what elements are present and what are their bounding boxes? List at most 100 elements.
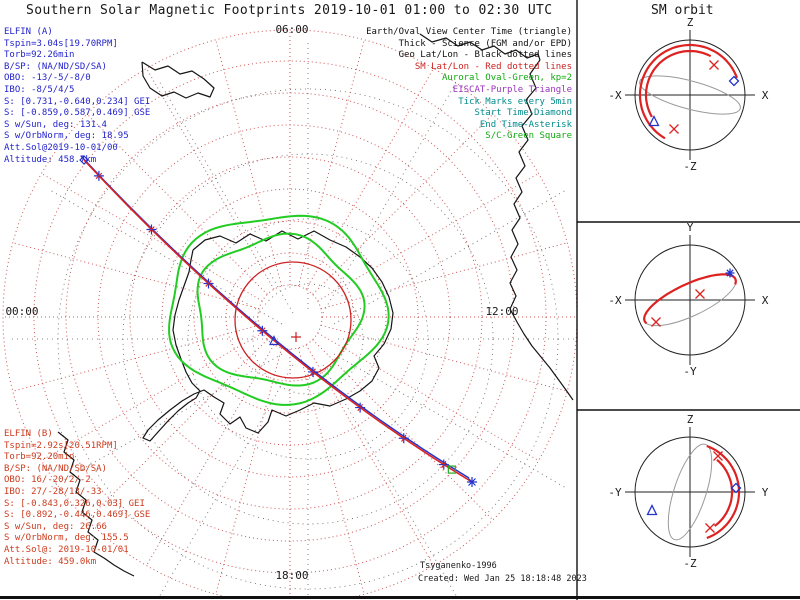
- axis-label-right: Y: [762, 486, 769, 499]
- elfin-b-line: S: [-0.843,0.326,0.03] GEI: [4, 498, 145, 509]
- triangle-marker: [646, 504, 658, 516]
- elfin-b-line: S w/Sun, deg: 26.66: [4, 521, 107, 532]
- five-min-tick: [441, 460, 447, 469]
- five-min-tick: [148, 226, 155, 233]
- sm-orbit-panel-1: Z -Z -X X: [608, 16, 768, 173]
- earth-disk: [634, 436, 746, 548]
- orbit-arc: [638, 43, 739, 140]
- field-model-label: Tsyganenko-1996: [420, 561, 497, 571]
- legend-line: End Time-Asterisk: [479, 119, 572, 130]
- five-min-tick: [357, 403, 363, 412]
- mlt-label: 06:00: [275, 23, 308, 36]
- elfin-b-line: Att.Sol@: 2019-10-01/01: [4, 544, 129, 555]
- legend-line: EISCAT-Purple Triangle: [452, 84, 572, 95]
- sm-orbit-panel-3: Z -Z -Y Y: [608, 413, 768, 570]
- mlt-label: 12:00: [485, 305, 518, 318]
- legend-line: Start Time-Diamond: [474, 108, 572, 119]
- axis-label-top: Y: [687, 221, 694, 234]
- elfin-b-line: Torb=92.20min: [4, 452, 75, 463]
- elfin-a-line: Altitude: 458.7km: [4, 154, 97, 165]
- sm-grid: [2, 29, 577, 598]
- legend-line: Auroral Oval-Green, kp=2: [441, 73, 572, 84]
- diamond-marker: [728, 75, 740, 87]
- page-title: Southern Solar Magnetic Footprints 2019-…: [26, 3, 553, 18]
- legend-line: Geo Lat/Lon - Black dotted lines: [398, 50, 572, 61]
- elfin-b-info-block: ELFIN (B) Tspin=2.92s[20.51RPM] Torb=92.20…: [4, 429, 150, 568]
- earth-disk: [634, 39, 746, 151]
- elfin-a-line: OBO: -13/-5/-8/0: [4, 73, 91, 84]
- x-marker: [695, 289, 705, 299]
- elfin-a-line: B/SP: (NA/ND/SD/SA): [4, 61, 107, 72]
- axis-label-left: -X: [608, 294, 622, 307]
- legend-line: SM Lat/Lon - Red dotted lines: [414, 61, 572, 72]
- triangle-marker: [648, 115, 660, 127]
- orbit-arc: [706, 444, 741, 540]
- x-marker: [705, 523, 715, 533]
- five-min-tick: [95, 172, 103, 180]
- elfin-b-footprint-track: [83, 159, 473, 483]
- coastlines: [57, 33, 574, 577]
- diamond-marker: [79, 155, 89, 165]
- elfin-a-name: ELFIN (A): [4, 27, 53, 37]
- axis-label-right: X: [762, 294, 769, 307]
- square-marker: [447, 465, 456, 474]
- legend-line: Tick Marks every 5min: [458, 96, 572, 107]
- legend: Earth/Oval View Center Time (triangle) Th…: [366, 27, 572, 143]
- elfin-b-name: ELFIN (B): [4, 429, 53, 439]
- axis-label-right: X: [762, 89, 769, 102]
- sm-orbit-title: SM orbit: [651, 3, 714, 18]
- plus-marker: [291, 332, 301, 342]
- axis-label-bottom: -Z: [683, 160, 697, 173]
- elfin-a-line: S w/OrbNorm, deg: 18.95: [4, 131, 129, 142]
- axis-label-bottom: -Z: [683, 557, 697, 570]
- legend-line: S/C-Green Square: [485, 131, 572, 142]
- elfin-b-line: S: [0.892,-0.446,0.469] GSE: [4, 510, 151, 521]
- mlt-label: 00:00: [5, 305, 38, 318]
- elfin-a-line: Att.Sol@2019-10-01/00: [4, 142, 118, 153]
- elfin-a-line: S: [-0.859,0.587,0.469] GSE: [4, 108, 151, 119]
- sm-inner-circle: [234, 261, 352, 379]
- orbit-arc: [643, 273, 737, 325]
- elfin-a-line: Torb=92.26min: [4, 50, 75, 61]
- axis-label-left: -Y: [608, 486, 622, 499]
- elfin-b-line: IBO: 27/-28/13/-33: [4, 486, 102, 497]
- x-marker: [651, 317, 661, 327]
- five-min-tick: [259, 327, 266, 335]
- elfin-a-line: S: [0.731,-0.640,0.234] GEI: [4, 96, 151, 107]
- bottom-border: [0, 596, 800, 599]
- x-marker: [713, 451, 723, 461]
- elfin-b-line: S w/OrbNorm, deg: 155.5: [4, 533, 129, 544]
- elfin-a-info-block: ELFIN (A) Tspin=3.04s[19.70RPM] Torb=92.26…: [4, 27, 150, 166]
- five-min-tick: [310, 368, 316, 376]
- orbit-ellipse: [639, 75, 741, 115]
- elfin-a-line: Tspin=3.04s[19.70RPM]: [4, 38, 118, 49]
- sm-orbit-panel-2: Y -Y -X X: [608, 221, 768, 378]
- x-marker: [709, 60, 719, 70]
- legend-line: Earth/Oval View Center Time (triangle): [366, 27, 572, 37]
- axis-label-bottom: -Y: [683, 365, 697, 378]
- asterisk-marker: [725, 268, 735, 278]
- asterisk-marker: [467, 477, 477, 487]
- elfin-b-line: Tspin=2.92s[20.51RPM]: [4, 440, 118, 451]
- mlt-label: 18:00: [275, 569, 308, 582]
- orbit-arc: [714, 458, 734, 527]
- main-polar-plot: [2, 29, 577, 598]
- orbit-arc: [644, 49, 712, 118]
- elfin-b-line: Altitude: 459.0km: [4, 556, 97, 567]
- elfin-a-line: IBO: -8/5/4/5: [4, 84, 75, 95]
- axis-label-left: -X: [608, 89, 622, 102]
- five-min-tick: [205, 280, 212, 287]
- elfin-b-line: B/SP: (NA/ND/SD/SA): [4, 463, 107, 474]
- triangle-marker: [269, 335, 279, 346]
- elfin-a-line: S w/Sun, deg: 131.4: [4, 119, 107, 130]
- earth-disk: [634, 244, 746, 356]
- legend-line: Thick - Science (FGM and/or EPD): [398, 38, 572, 49]
- created-timestamp: Created: Wed Jan 25 18:18:48 2023: [418, 574, 587, 584]
- elfin-b-line: OBO: 16/-20/2/-2: [4, 475, 91, 486]
- axis-label-top: Z: [687, 413, 694, 426]
- axis-label-top: Z: [687, 16, 694, 29]
- x-marker: [669, 124, 679, 134]
- five-min-tick: [401, 434, 407, 442]
